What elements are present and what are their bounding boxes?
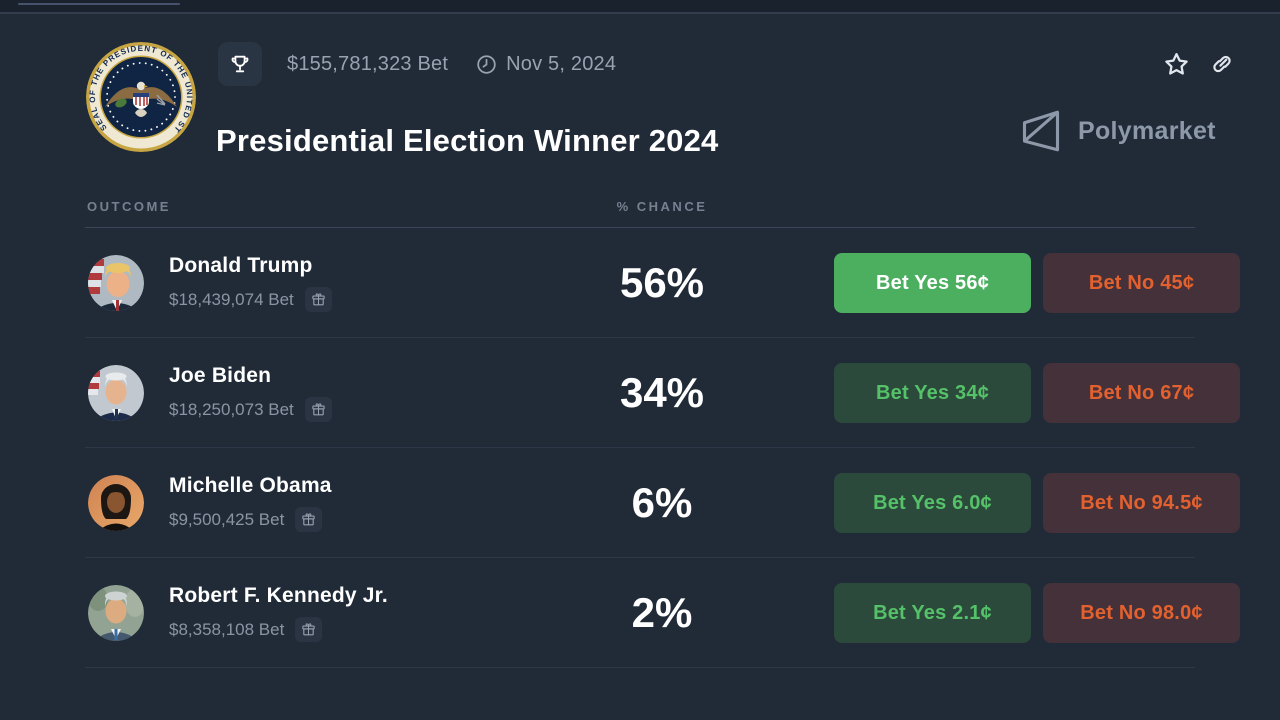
avatar-joe-biden: [88, 365, 144, 421]
outcome-bet-wrap: $9,500,425 Bet: [169, 507, 332, 532]
outcome-row-michelle-obama: Michelle Obama $9,500,425 Bet 6% Bet Yes…: [85, 448, 1240, 558]
reward-gift-chip[interactable]: [295, 507, 323, 532]
row-divider: [85, 667, 1195, 668]
bet-yes-button[interactable]: Bet Yes 6.0¢: [834, 473, 1031, 533]
bet-no-button[interactable]: Bet No 67¢: [1043, 363, 1240, 423]
bet-yes-button[interactable]: Bet Yes 34¢: [834, 363, 1031, 423]
reward-gift-chip[interactable]: [304, 397, 332, 422]
top-bar-tab-accent: [18, 3, 180, 5]
bet-yes-button[interactable]: Bet Yes 56¢: [834, 253, 1031, 313]
trophy-chip-button[interactable]: [218, 42, 262, 86]
outcome-bet-wrap: $8,358,108 Bet: [169, 617, 388, 642]
column-header-outcome: OUTCOME: [87, 199, 171, 214]
outcome-rows: Donald Trump $18,439,074 Bet 56% Bet Yes…: [85, 228, 1240, 668]
market-actions: [1162, 50, 1236, 78]
outcome-name: Donald Trump: [169, 254, 313, 277]
copy-link-button[interactable]: [1208, 50, 1236, 78]
market-meta-row: $155,781,323 Bet Nov 5, 2024: [218, 42, 616, 86]
outcome-info: Joe Biden $18,250,073 Bet: [169, 364, 332, 422]
polymarket-brand-label: Polymarket: [1078, 116, 1216, 145]
market-date: Nov 5, 2024: [506, 52, 617, 75]
outcome-name: Michelle Obama: [169, 474, 332, 497]
clock-icon: [477, 54, 496, 74]
bet-no-button[interactable]: Bet No 94.5¢: [1043, 473, 1240, 533]
page-title: Presidential Election Winner 2024: [216, 122, 719, 158]
polymarket-logo-icon: [1022, 110, 1060, 152]
top-bar: [0, 0, 1280, 14]
link-icon: [1213, 55, 1231, 73]
table-header: OUTCOME % CHANCE: [85, 196, 1195, 228]
column-header-chance: % CHANCE: [616, 199, 708, 214]
row-divider: [85, 557, 1195, 558]
outcome-row-rfk-jr: Robert F. Kennedy Jr. $8,358,108 Bet 2% …: [85, 558, 1240, 668]
outcome-bet-amount: $18,439,074 Bet: [169, 289, 294, 309]
gift-icon: [312, 403, 325, 416]
outcome-info: Michelle Obama $9,500,425 Bet: [169, 474, 332, 532]
favorite-star-button[interactable]: [1162, 50, 1190, 78]
chance-value: 56%: [619, 259, 705, 306]
bet-no-button[interactable]: Bet No 98.0¢: [1043, 583, 1240, 643]
row-divider: [85, 337, 1195, 338]
avatar-michelle-obama: [88, 475, 144, 531]
polymarket-brand[interactable]: Polymarket: [1019, 107, 1216, 155]
outcome-bet-amount: $18,250,073 Bet: [169, 399, 294, 419]
outcome-name: Robert F. Kennedy Jr.: [169, 584, 388, 607]
bet-no-button[interactable]: Bet No 45¢: [1043, 253, 1240, 313]
chance-value: 6%: [631, 479, 693, 526]
row-divider: [85, 447, 1195, 448]
star-icon: [1164, 52, 1188, 75]
avatar-donald-trump: [88, 255, 144, 311]
total-bet-volume: $155,781,323 Bet: [287, 52, 449, 75]
market-date-wrap: Nov 5, 2024: [476, 53, 616, 76]
reward-gift-chip[interactable]: [304, 287, 332, 312]
outcome-row-joe-biden: Joe Biden $18,250,073 Bet 34% Bet Yes 34…: [85, 338, 1240, 448]
outcome-bet-wrap: $18,250,073 Bet: [169, 397, 332, 422]
gift-icon: [312, 293, 325, 306]
outcome-info: Robert F. Kennedy Jr. $8,358,108 Bet: [169, 584, 388, 642]
outcome-bet-amount: $8,358,108 Bet: [169, 619, 285, 639]
chance-value: 34%: [619, 369, 705, 416]
outcome-bet-amount: $9,500,425 Bet: [169, 509, 285, 529]
gift-icon: [302, 513, 316, 526]
trophy-icon: [231, 55, 249, 73]
chance-value: 2%: [631, 589, 693, 636]
market-icon-presidential-seal: SEAL OF THE PRESIDENT OF THE UNITED STAT…: [86, 42, 196, 152]
reward-gift-chip[interactable]: [295, 617, 323, 642]
avatar-rfk-jr: [88, 585, 144, 641]
outcome-name: Joe Biden: [169, 364, 272, 387]
outcome-bet-wrap: $18,439,074 Bet: [169, 287, 332, 312]
outcome-row-donald-trump: Donald Trump $18,439,074 Bet 56% Bet Yes…: [85, 228, 1240, 338]
bet-yes-button[interactable]: Bet Yes 2.1¢: [834, 583, 1031, 643]
gift-icon: [302, 623, 316, 636]
outcome-info: Donald Trump $18,439,074 Bet: [169, 254, 332, 312]
